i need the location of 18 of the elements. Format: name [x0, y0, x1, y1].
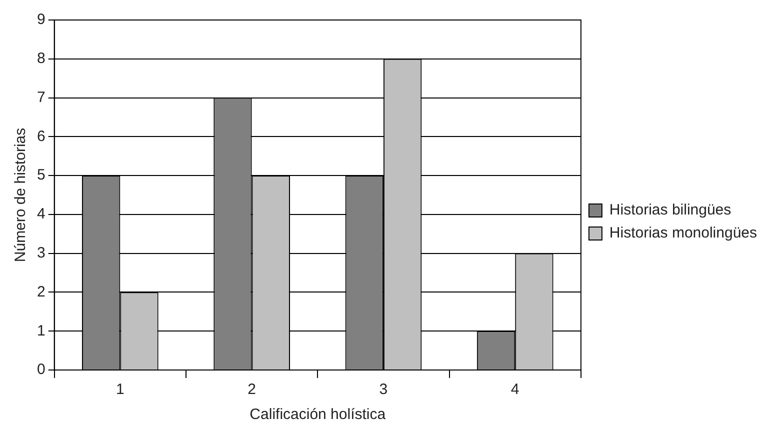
y-tick-label: 4: [37, 206, 46, 223]
y-tick-label: 0: [37, 361, 46, 378]
y-tick-label: 2: [37, 283, 46, 300]
legend-label: Historias bilingües: [609, 202, 732, 219]
y-tick-label: 6: [37, 128, 46, 145]
y-tick-label: 7: [37, 88, 46, 106]
x-tick-label: 2: [248, 381, 256, 398]
y-axis-title: Número de historias: [12, 128, 30, 262]
x-tick-label: 1: [116, 381, 124, 398]
x-tick-label: 4: [510, 381, 520, 398]
y-tick-label: 1: [37, 322, 46, 340]
y-tick-label: 5: [37, 166, 46, 184]
y-tick-label: 8: [37, 50, 46, 68]
x-tick-label: 3: [379, 381, 388, 398]
y-tick-label: 9: [37, 11, 46, 28]
legend-label: Historias monolingües: [609, 224, 758, 242]
x-axis-title: Calificación holística: [250, 406, 386, 424]
y-tick-label: 3: [37, 244, 46, 262]
